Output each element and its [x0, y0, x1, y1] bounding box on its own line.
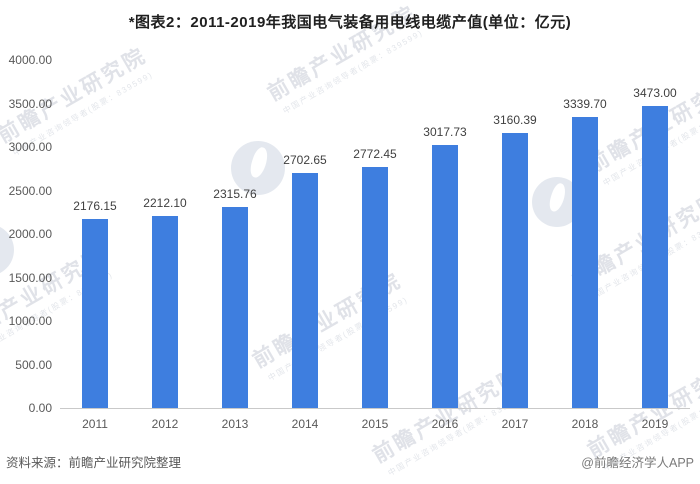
- bar-slot: 2702.65: [270, 60, 340, 408]
- bar-value-label: 2772.45: [353, 147, 397, 161]
- x-axis-tick-label: 2019: [641, 417, 669, 431]
- plot-area: 2176.15 2212.10 2315.76 2702.65 2772.45 3017.…: [60, 60, 690, 409]
- bar-2019: [642, 106, 668, 408]
- bar-2014: [292, 173, 318, 408]
- y-axis-tick-label: 4000.00: [8, 53, 52, 67]
- y-axis-tick-label: 1000.00: [8, 314, 52, 328]
- source-note: 资料来源：前瞻产业研究院整理: [6, 456, 182, 470]
- bar-2016: [432, 145, 458, 408]
- y-axis-tick-label: 2000.00: [8, 227, 52, 241]
- x-axis-tick-label: 2013: [221, 417, 249, 431]
- bar-value-label: 2702.65: [283, 153, 327, 167]
- bar-2011: [82, 219, 108, 408]
- y-axis-tick-label: 500.00: [15, 357, 52, 372]
- credit-note: @前瞻经济学人APP: [581, 456, 694, 470]
- bar-slot: 3017.73: [410, 60, 480, 408]
- x-axis-tick-label: 2014: [291, 417, 319, 431]
- x-axis-tick-label: 2012: [151, 417, 179, 431]
- x-axis-tick-label: 2011: [82, 417, 108, 431]
- bar-value-label: 3339.70: [563, 97, 607, 111]
- y-axis-tick-label: 3000.00: [8, 140, 52, 154]
- bar-2017: [502, 133, 528, 408]
- y-axis: 4000.00 3500.00 3000.00 2500.00 2000.00 1500.…: [0, 53, 52, 415]
- bar-slot: 2315.76: [200, 60, 270, 408]
- bar-slot: 2212.10: [130, 60, 200, 408]
- bar-slot: 2176.15: [60, 60, 130, 408]
- bar-value-label: 3160.39: [493, 113, 537, 127]
- bar-2018: [572, 117, 598, 408]
- bar-value-label: 3017.73: [423, 125, 467, 139]
- bar-value-label: 2315.76: [213, 187, 257, 201]
- bar-value-label: 3473.00: [633, 86, 677, 100]
- bar-2013: [222, 207, 248, 408]
- y-axis-tick-label: 3500.00: [8, 96, 52, 111]
- bar-slot: 3473.00: [620, 60, 690, 408]
- chart-title: *图表2：2011-2019年我国电气装备用电线电缆产值(单位：亿元): [128, 14, 572, 31]
- y-axis-tick-label: 2500.00: [8, 183, 52, 198]
- bar-2015: [362, 167, 388, 408]
- bar-slot: 3339.70: [550, 60, 620, 408]
- x-axis: 2011 2012 2013 2014 2015 2016 2017 2018 2019: [60, 417, 690, 431]
- bar-value-label: 2212.10: [143, 196, 187, 210]
- bar-value-label: 2176.15: [73, 199, 117, 213]
- x-axis-tick-label: 2015: [361, 417, 389, 431]
- x-axis-tick-label: 2018: [571, 417, 599, 431]
- y-axis-tick-label: 0.00: [28, 401, 52, 415]
- bar-slot: 3160.39: [480, 60, 550, 408]
- x-axis-tick-label: 2016: [431, 417, 459, 431]
- x-axis-tick-label: 2017: [501, 417, 529, 431]
- y-axis-tick-label: 1500.00: [8, 270, 52, 285]
- bar-2012: [152, 216, 178, 408]
- bar-slot: 2772.45: [340, 60, 410, 408]
